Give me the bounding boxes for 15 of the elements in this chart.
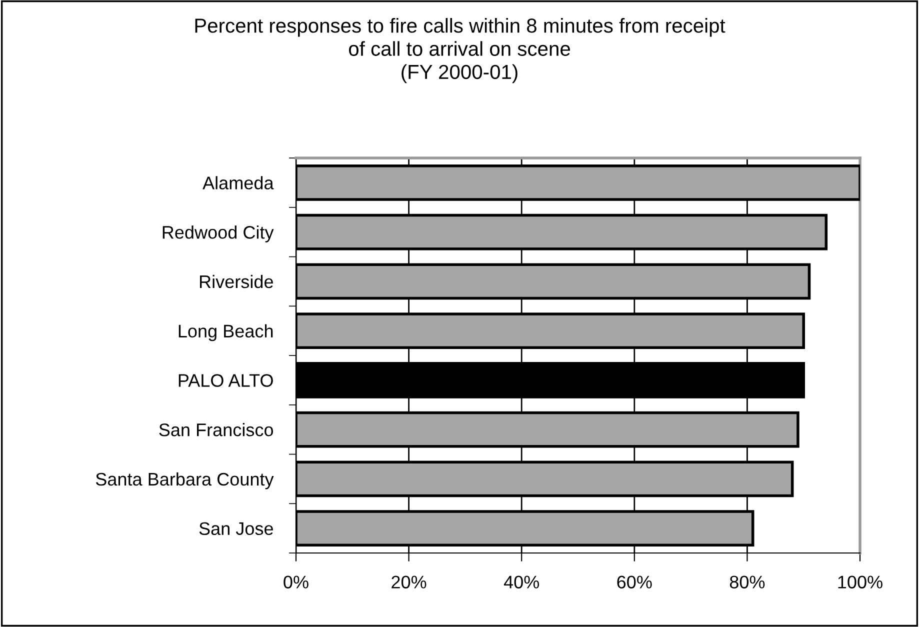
x-tick-label: 80% [730, 576, 765, 588]
x-tick-label: 100% [838, 576, 882, 588]
x-tick-label: 0% [284, 576, 308, 588]
chart-title: Percent responses to fire calls within 8 minutes from receipt of call to arrival on scene (FY 2000-01) [195, 18, 726, 84]
y-tick-label: San Jose [199, 522, 273, 536]
y-tick-label: Redwood City [162, 226, 274, 242]
y-tick-label: PALO ALTO [178, 374, 273, 387]
y-tick-label: Long Beach [178, 324, 273, 342]
x-tick-label: 60% [617, 576, 652, 588]
x-tick-label: 40% [504, 576, 540, 588]
y-tick-label: San Francisco [159, 423, 274, 436]
y-tick-label: Alameda [202, 176, 274, 190]
x-tick-label: 20% [392, 576, 426, 588]
y-tick-label: Riverside [200, 274, 273, 288]
y-tick-label: Santa Barbara County [96, 472, 274, 490]
